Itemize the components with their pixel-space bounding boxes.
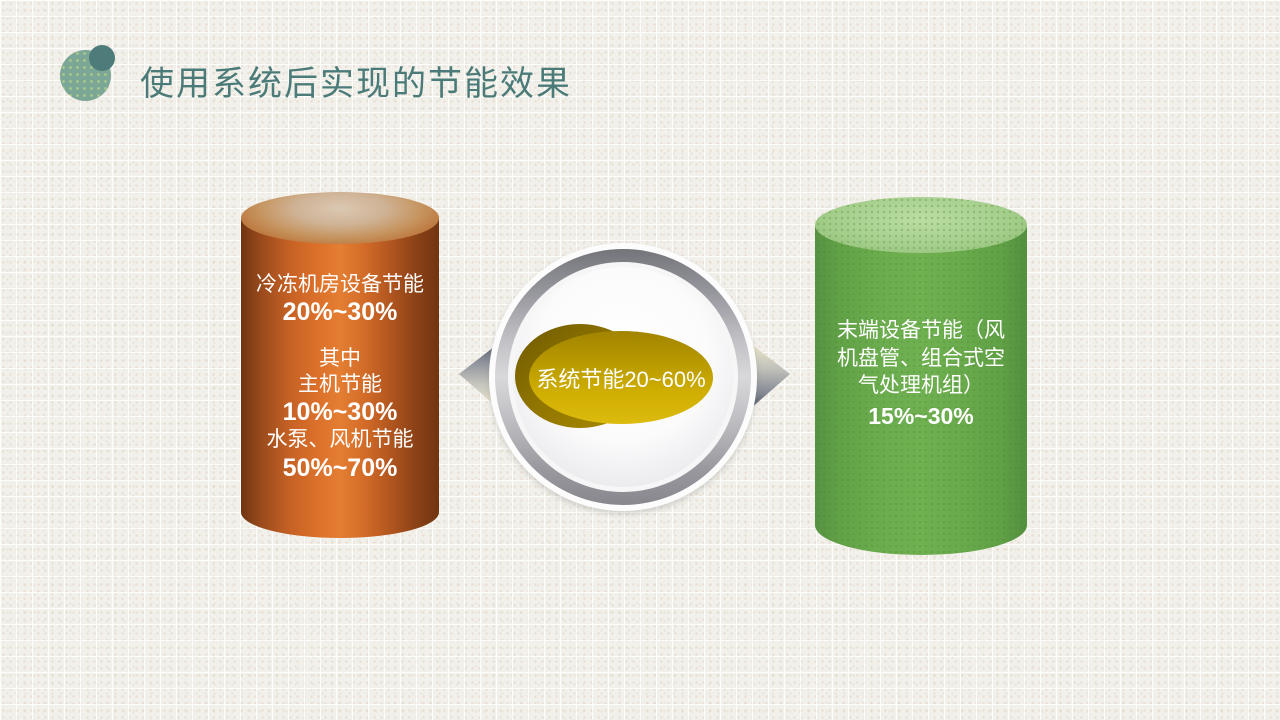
right-cylinder-top [815,197,1027,253]
left-cylinder-text: 冷冻机房设备节能 20%~30% 其中 主机节能 10%~30% 水泵、风机节能… [243,272,437,482]
decor-circle-small-icon [89,45,115,71]
left-cylinder-body [241,218,439,538]
left-cylinder-line: 其中 [319,347,361,370]
center-label: 系统节能20~60% [536,366,706,392]
slide-title: 使用系统后实现的节能效果 [140,65,572,103]
left-cylinder-spacer [243,326,437,346]
gold-ellipse-front: 系统节能20~60% [529,331,713,424]
left-cylinder-value: 50%~70% [282,454,398,482]
left-cylinder-line: 主机节能 [298,373,382,396]
left-cylinder-top [241,192,439,244]
right-cylinder-value: 15%~30% [868,403,974,429]
left-cylinder-line: 水泵、风机节能 [266,428,414,451]
left-cylinder-value: 20%~30% [282,298,398,326]
right-cylinder-text: 末端设备节能（风 机盘管、组合式空 气处理机组） [837,319,1005,397]
right-cylinder-body [815,225,1027,555]
left-cylinder-line: 冷冻机房设备节能 [256,273,424,296]
left-cylinder-value: 10%~30% [282,398,398,426]
